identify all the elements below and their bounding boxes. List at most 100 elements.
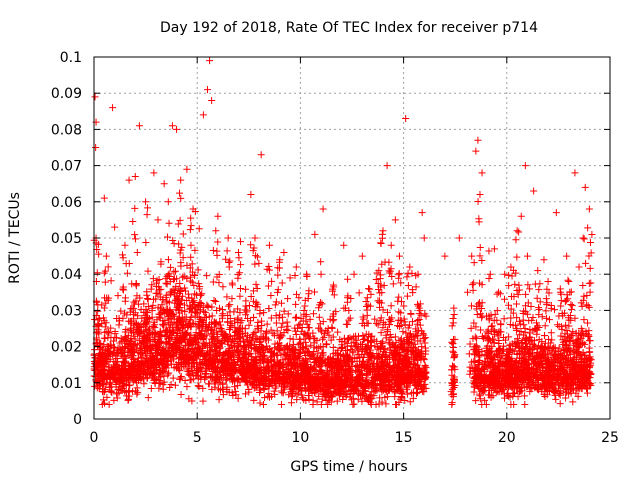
- data-point: [115, 321, 123, 329]
- data-point: [114, 292, 122, 300]
- data-point: [215, 385, 223, 393]
- data-point: [449, 319, 457, 327]
- data-point: [229, 391, 237, 399]
- data-point: [580, 316, 588, 324]
- data-point: [199, 397, 207, 405]
- data-point: [586, 288, 594, 296]
- data-point: [144, 394, 152, 402]
- data-point: [147, 285, 155, 293]
- data-point: [289, 335, 297, 343]
- data-point: [194, 382, 202, 390]
- data-point: [133, 248, 141, 256]
- data-point: [450, 311, 458, 319]
- data-point: [179, 273, 187, 281]
- data-point: [170, 268, 178, 276]
- data-point: [286, 335, 294, 343]
- data-point: [371, 315, 379, 323]
- data-point: [359, 332, 367, 340]
- data-point: [223, 293, 231, 301]
- data-point: [317, 258, 325, 266]
- data-point: [183, 383, 191, 391]
- data-point: [177, 372, 185, 380]
- data-point: [374, 321, 382, 329]
- data-point: [344, 275, 352, 283]
- data-point: [380, 282, 388, 290]
- data-point: [421, 362, 429, 370]
- data-point: [160, 378, 168, 386]
- data-point: [125, 395, 133, 403]
- data-point: [247, 241, 255, 249]
- data-point: [476, 395, 484, 403]
- data-point: [275, 345, 283, 353]
- data-point: [283, 318, 291, 326]
- data-point: [218, 326, 226, 334]
- data-point: [245, 321, 253, 329]
- data-point: [270, 387, 278, 395]
- data-point: [226, 301, 234, 309]
- data-point: [149, 322, 157, 330]
- data-point: [242, 311, 250, 319]
- data-point: [155, 384, 163, 392]
- data-point: [183, 275, 191, 283]
- data-point: [320, 333, 328, 341]
- data-point: [584, 319, 592, 327]
- data-point: [258, 317, 266, 325]
- data-point: [500, 315, 508, 323]
- data-point: [293, 396, 301, 404]
- data-point: [105, 401, 113, 409]
- data-point: [414, 389, 422, 397]
- data-point: [247, 317, 255, 325]
- data-point: [395, 322, 403, 330]
- data-point: [284, 295, 292, 303]
- data-point: [195, 280, 203, 288]
- data-point: [209, 278, 217, 286]
- data-point: [188, 278, 196, 286]
- data-point: [256, 399, 264, 407]
- data-point: [389, 280, 397, 288]
- data-point: [215, 279, 223, 287]
- data-point: [313, 398, 321, 406]
- data-point: [553, 321, 561, 329]
- data-point: [311, 288, 319, 296]
- data-point: [556, 400, 564, 408]
- data-point: [236, 285, 244, 293]
- data-point: [473, 310, 481, 318]
- data-point: [402, 329, 410, 337]
- data-point: [242, 390, 250, 398]
- data-point: [195, 383, 203, 391]
- data-point: [169, 374, 177, 382]
- data-point: [259, 400, 267, 408]
- data-point: [148, 281, 156, 289]
- data-point: [181, 287, 189, 295]
- data-point: [417, 311, 425, 319]
- data-point: [395, 385, 403, 393]
- data-point: [147, 384, 155, 392]
- data-point: [215, 396, 223, 404]
- data-point: [413, 390, 421, 398]
- data-point: [450, 304, 458, 312]
- data-point: [179, 230, 187, 238]
- data-point: [375, 400, 383, 408]
- data-point: [564, 276, 572, 284]
- data-point: [323, 341, 331, 349]
- data-point: [188, 260, 196, 268]
- data-point: [472, 397, 480, 405]
- data-point: [360, 322, 368, 330]
- data-point: [541, 332, 549, 340]
- data-point: [228, 295, 236, 303]
- data-point: [325, 331, 333, 339]
- data-point: [409, 289, 417, 297]
- data-point: [111, 330, 119, 338]
- data-point: [400, 302, 408, 310]
- data-point: [134, 388, 142, 396]
- data-point: [140, 380, 148, 388]
- data-point: [382, 400, 390, 408]
- data-point: [568, 302, 576, 310]
- data-point: [448, 401, 456, 409]
- data-point: [186, 226, 194, 234]
- data-point: [330, 291, 338, 299]
- data-point: [250, 396, 258, 404]
- data-point: [176, 249, 184, 257]
- data-point: [409, 394, 417, 402]
- data-point: [195, 225, 203, 233]
